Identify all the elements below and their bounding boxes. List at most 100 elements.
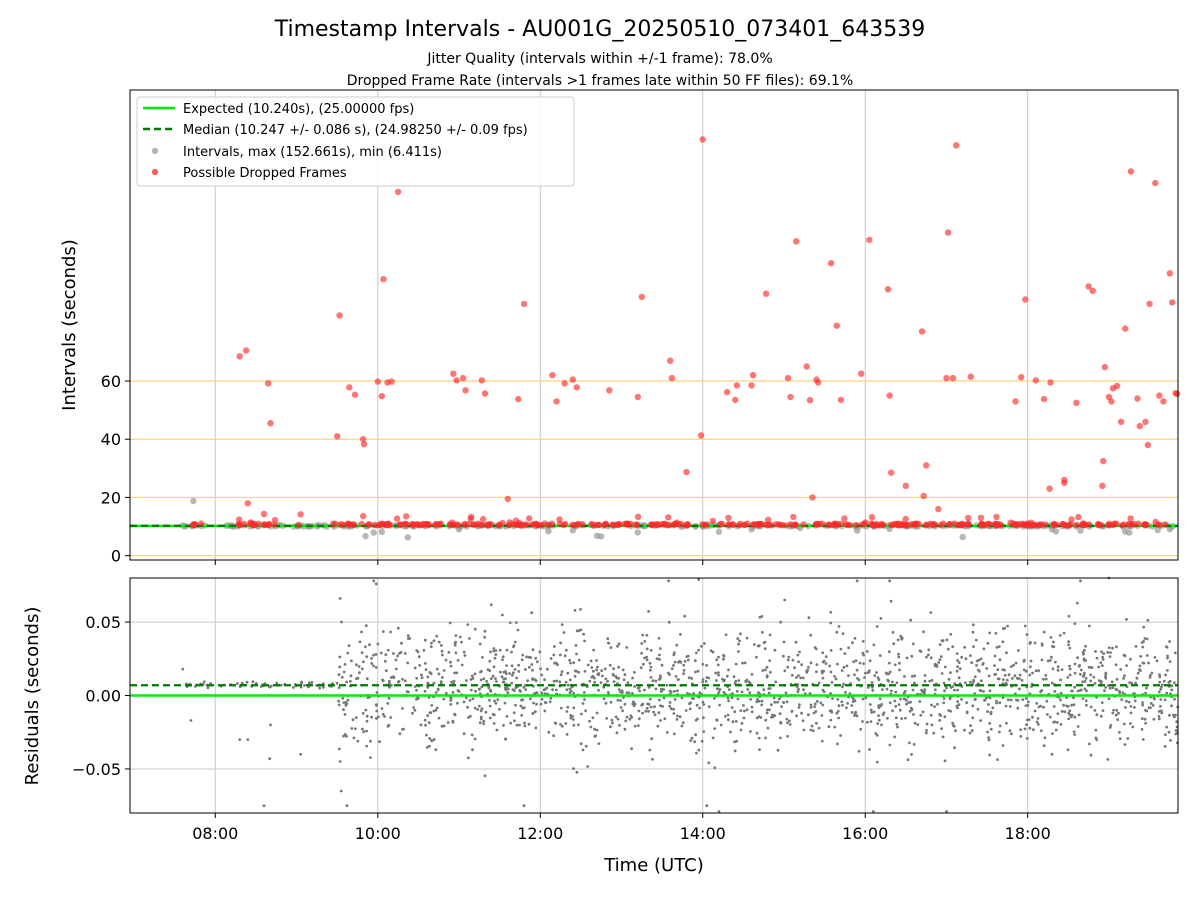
dropped-frame-point <box>396 521 404 528</box>
residual-point <box>478 721 482 725</box>
residual-point <box>1112 708 1116 712</box>
dropped-frame-point <box>800 521 807 528</box>
residual-point <box>947 677 951 681</box>
residual-point <box>338 655 342 659</box>
interval-point <box>569 527 576 534</box>
residual-point <box>760 703 764 707</box>
residual-point <box>746 688 750 691</box>
residual-point <box>949 671 952 674</box>
residual-point <box>839 734 842 737</box>
residual-point <box>398 652 401 655</box>
dropped-frame-point <box>351 391 359 398</box>
residual-point <box>930 703 933 707</box>
residual-point <box>568 658 571 662</box>
residual-point <box>821 651 825 655</box>
dropped-frame-point <box>533 521 541 529</box>
residual-point <box>1039 729 1043 733</box>
residual-point <box>1003 673 1007 677</box>
residual-point <box>965 711 969 715</box>
chart-subtitle-dropped: Dropped Frame Rate (intervals >1 frames … <box>347 73 854 89</box>
residual-point <box>776 700 779 704</box>
residual-point <box>758 615 762 619</box>
interval-point <box>1126 529 1133 536</box>
residual-point <box>573 608 577 612</box>
residual-point <box>854 710 858 714</box>
residual-point <box>993 664 996 667</box>
residual-point <box>734 679 738 683</box>
residual-point <box>586 765 590 768</box>
residual-point <box>518 723 521 727</box>
x-tick-label: 18:00 <box>1005 824 1051 843</box>
residual-point <box>575 652 578 656</box>
residual-point <box>527 665 531 669</box>
residual-point <box>877 678 881 682</box>
dropped-frame-point <box>1127 168 1135 175</box>
residual-point <box>697 648 700 652</box>
intervals-y-axis-label: Intervals (seconds) <box>59 239 80 411</box>
residual-point <box>940 639 944 643</box>
dropped-frame-point <box>330 520 337 527</box>
residual-point <box>1056 712 1060 715</box>
residual-point <box>533 710 537 714</box>
residual-point <box>477 704 481 708</box>
intervals-y-tick-label: 40 <box>101 430 121 449</box>
residual-point <box>866 720 869 724</box>
residual-point <box>515 723 519 727</box>
dropped-frame-point <box>667 357 674 364</box>
residual-point <box>480 670 483 673</box>
residual-point <box>1001 627 1005 630</box>
residual-point <box>506 691 510 695</box>
residual-point <box>1026 704 1030 707</box>
residual-point <box>568 687 572 691</box>
residual-point <box>797 660 800 664</box>
residual-point <box>454 634 458 637</box>
residual-point <box>427 721 431 725</box>
residual-point <box>996 668 1000 672</box>
dropped-frame-point <box>922 522 929 529</box>
residual-point <box>715 679 718 682</box>
residual-point <box>831 697 834 700</box>
residual-point <box>799 676 802 680</box>
interval-point <box>1077 527 1084 534</box>
residual-point <box>694 670 697 674</box>
residual-point <box>705 804 709 808</box>
residual-point <box>877 706 881 710</box>
residual-point <box>1070 703 1073 707</box>
residual-point <box>853 636 857 640</box>
residual-point <box>868 669 871 672</box>
residual-point <box>1071 689 1074 693</box>
residual-point <box>1141 645 1145 649</box>
residual-point <box>1035 720 1039 724</box>
residual-point <box>370 715 373 719</box>
residual-point <box>415 676 419 680</box>
residual-point <box>535 691 539 695</box>
residual-point <box>692 692 695 695</box>
residual-point <box>1082 652 1085 656</box>
residual-point <box>1158 675 1162 679</box>
residual-point <box>1173 697 1176 701</box>
residual-point <box>432 681 436 685</box>
residual-point <box>1115 645 1118 649</box>
residual-point <box>898 661 901 665</box>
residual-point <box>487 686 491 690</box>
residual-point <box>645 647 649 651</box>
residual-point <box>889 689 893 693</box>
residual-point <box>440 649 444 653</box>
residual-point <box>648 668 652 672</box>
residual-point <box>269 723 272 727</box>
residual-point <box>466 705 469 709</box>
residual-point <box>774 680 778 684</box>
intervals-points <box>190 136 1181 529</box>
residual-point <box>998 730 1001 734</box>
residual-point <box>435 667 439 671</box>
residual-point <box>471 748 474 752</box>
residual-point <box>1145 637 1149 641</box>
residual-point <box>1065 696 1069 699</box>
residual-point <box>1089 705 1093 709</box>
residual-point <box>583 639 586 643</box>
residual-point <box>603 667 607 671</box>
residual-point <box>621 668 625 672</box>
residual-point <box>893 735 897 739</box>
residual-point <box>589 659 593 663</box>
residual-point <box>855 714 859 718</box>
